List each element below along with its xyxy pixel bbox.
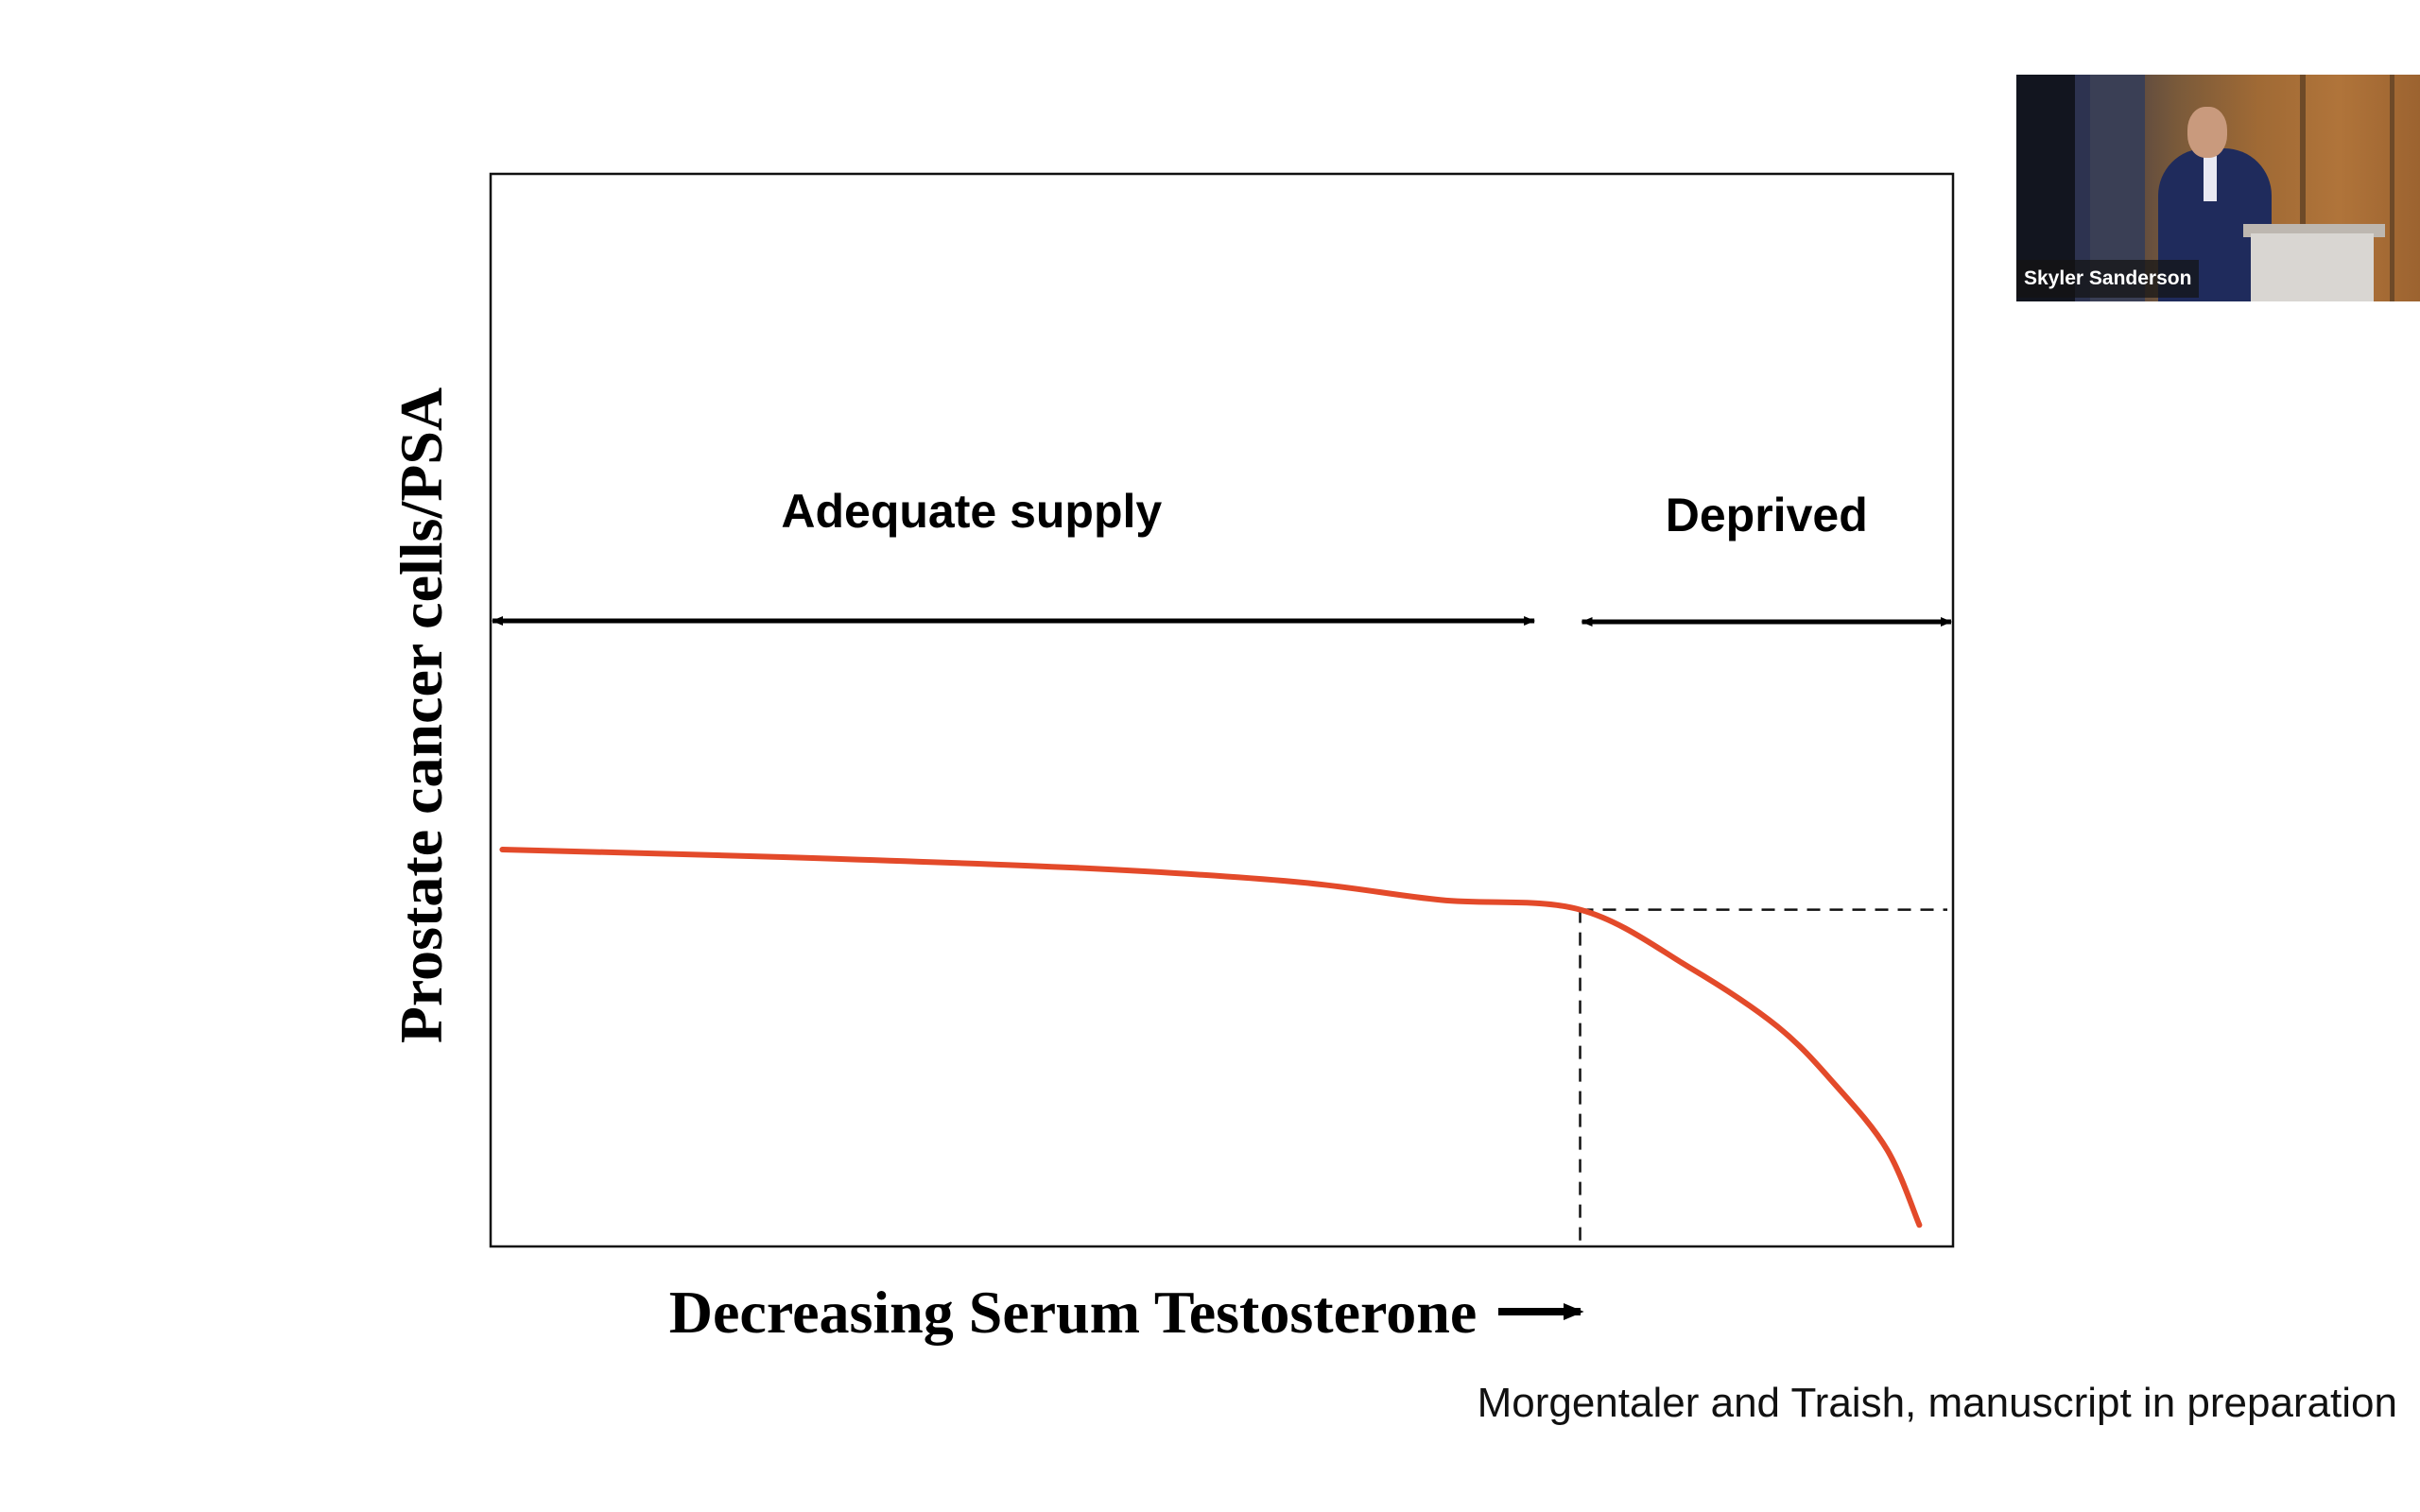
psa-curve bbox=[499, 847, 1923, 1228]
x-axis-label: Decreasing Serum Testosterone bbox=[669, 1279, 1477, 1346]
adequate-supply-label: Adequate supply bbox=[781, 485, 1162, 538]
plot-frame bbox=[489, 172, 1955, 1248]
podium bbox=[2251, 233, 2374, 301]
presenter-name-label: Skyler Sanderson bbox=[2016, 260, 2200, 298]
presenter-video-tile[interactable]: Skyler Sanderson bbox=[2016, 75, 2420, 301]
citation-text: Morgentaler and Traish, manuscript in pr… bbox=[1477, 1380, 2397, 1426]
y-axis-label: Prostate cancer cells/PSA bbox=[388, 387, 455, 1043]
deprived-label: Deprived bbox=[1666, 489, 1868, 541]
